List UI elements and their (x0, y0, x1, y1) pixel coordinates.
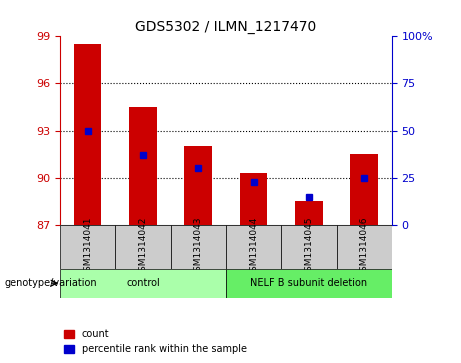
Text: GSM1314044: GSM1314044 (249, 217, 258, 277)
FancyBboxPatch shape (281, 225, 337, 269)
Text: NELF B subunit deletion: NELF B subunit deletion (250, 278, 367, 288)
Legend: count, percentile rank within the sample: count, percentile rank within the sample (60, 326, 250, 358)
Bar (74, 44, 101, 225)
Bar (295, 201, 323, 225)
Bar (129, 107, 157, 225)
Bar (240, 173, 267, 225)
FancyBboxPatch shape (115, 225, 171, 269)
Text: control: control (126, 278, 160, 288)
Text: GSM1314046: GSM1314046 (360, 217, 369, 277)
Text: GSM1314045: GSM1314045 (304, 217, 313, 277)
Bar (184, 146, 212, 225)
Text: genotype/variation: genotype/variation (5, 278, 97, 288)
Text: GSM1314041: GSM1314041 (83, 217, 92, 277)
Title: GDS5302 / ILMN_1217470: GDS5302 / ILMN_1217470 (135, 20, 317, 34)
FancyBboxPatch shape (60, 269, 226, 298)
FancyBboxPatch shape (337, 225, 392, 269)
Text: GSM1314043: GSM1314043 (194, 217, 203, 277)
FancyBboxPatch shape (226, 225, 281, 269)
Text: GSM1314042: GSM1314042 (138, 217, 148, 277)
Bar (350, 154, 378, 225)
FancyBboxPatch shape (60, 225, 115, 269)
FancyBboxPatch shape (226, 269, 392, 298)
FancyBboxPatch shape (171, 225, 226, 269)
